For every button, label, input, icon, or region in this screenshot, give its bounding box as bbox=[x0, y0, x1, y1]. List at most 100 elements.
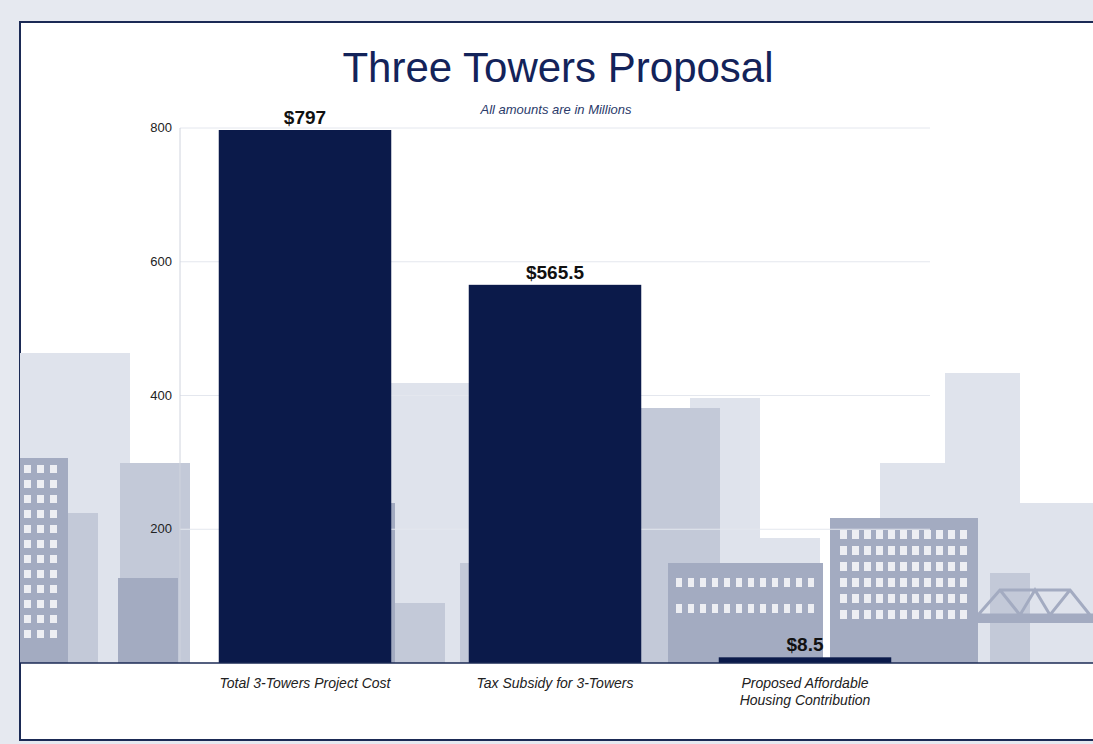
skyline-window bbox=[840, 530, 847, 539]
skyline-building bbox=[68, 513, 98, 663]
bar bbox=[719, 657, 892, 663]
skyline-window bbox=[888, 562, 895, 571]
skyline-window bbox=[784, 604, 790, 613]
skyline-window bbox=[912, 594, 919, 603]
skyline-window bbox=[50, 540, 57, 548]
skyline-window bbox=[736, 604, 742, 613]
skyline-window bbox=[50, 480, 57, 488]
skyline-window bbox=[960, 610, 967, 619]
skyline-building bbox=[20, 353, 130, 663]
skyline-window bbox=[712, 604, 718, 613]
x-tick-label-line: Proposed Affordable bbox=[741, 675, 868, 691]
skyline-window bbox=[37, 570, 44, 578]
skyline-window bbox=[936, 610, 943, 619]
skyline-window bbox=[948, 530, 955, 539]
skyline-building bbox=[830, 518, 978, 663]
skyline-building bbox=[395, 603, 445, 663]
skyline-window bbox=[912, 610, 919, 619]
skyline-window bbox=[852, 530, 859, 539]
skyline-window bbox=[948, 594, 955, 603]
skyline-window bbox=[724, 578, 730, 587]
skyline-window bbox=[840, 562, 847, 571]
skyline-window bbox=[688, 578, 694, 587]
skyline-window bbox=[876, 610, 883, 619]
bridge-truss bbox=[978, 590, 1093, 615]
skyline-window bbox=[912, 546, 919, 555]
skyline-window bbox=[948, 610, 955, 619]
skyline-window bbox=[37, 525, 44, 533]
skyline-window bbox=[24, 585, 31, 593]
skyline-window bbox=[24, 510, 31, 518]
y-axis-line bbox=[180, 128, 181, 663]
skyline-window bbox=[924, 610, 931, 619]
skyline-window bbox=[900, 562, 907, 571]
skyline-window bbox=[676, 604, 682, 613]
skyline-window bbox=[900, 546, 907, 555]
skyline-window bbox=[37, 585, 44, 593]
x-tick-label: Tax Subsidy for 3-Towers bbox=[477, 675, 634, 691]
skyline-window bbox=[736, 578, 742, 587]
skyline-window bbox=[900, 594, 907, 603]
skyline-window bbox=[24, 495, 31, 503]
skyline-window bbox=[50, 585, 57, 593]
skyline-window bbox=[37, 600, 44, 608]
skyline-window bbox=[772, 578, 778, 587]
y-tick-label: 800 bbox=[150, 120, 172, 135]
skyline-window bbox=[960, 578, 967, 587]
skyline-window bbox=[888, 530, 895, 539]
skyline-window bbox=[876, 546, 883, 555]
skyline-window bbox=[24, 465, 31, 473]
y-tick-label: 400 bbox=[150, 388, 172, 403]
skyline-window bbox=[748, 578, 754, 587]
skyline-window bbox=[924, 594, 931, 603]
skyline-window bbox=[864, 530, 871, 539]
skyline-window bbox=[772, 604, 778, 613]
skyline-bridge bbox=[978, 590, 1093, 623]
skyline-window bbox=[50, 600, 57, 608]
skyline-window bbox=[924, 562, 931, 571]
y-tick-label: 600 bbox=[150, 254, 172, 269]
skyline-window bbox=[852, 546, 859, 555]
skyline-window bbox=[37, 630, 44, 638]
skyline-window bbox=[37, 495, 44, 503]
skyline-window bbox=[24, 555, 31, 563]
skyline-window bbox=[808, 578, 814, 587]
skyline-window bbox=[888, 594, 895, 603]
skyline-window bbox=[796, 604, 802, 613]
skyline-window bbox=[864, 594, 871, 603]
skyline-window bbox=[876, 530, 883, 539]
skyline-window bbox=[24, 480, 31, 488]
skyline-window bbox=[808, 604, 814, 613]
skyline-window bbox=[37, 540, 44, 548]
skyline-window bbox=[900, 578, 907, 587]
skyline-window bbox=[724, 604, 730, 613]
skyline-window bbox=[688, 604, 694, 613]
skyline-window bbox=[864, 578, 871, 587]
skyline-window bbox=[864, 546, 871, 555]
skyline-window bbox=[936, 562, 943, 571]
chart-subtitle: All amounts are in Millions bbox=[479, 102, 632, 117]
x-axis-line bbox=[20, 662, 1093, 664]
skyline-window bbox=[912, 562, 919, 571]
skyline-window bbox=[900, 610, 907, 619]
skyline-window bbox=[50, 510, 57, 518]
bar bbox=[219, 130, 392, 663]
skyline-window bbox=[924, 546, 931, 555]
skyline-window bbox=[784, 578, 790, 587]
skyline-window bbox=[760, 578, 766, 587]
skyline-window bbox=[50, 465, 57, 473]
bridge-deck bbox=[978, 615, 1093, 623]
skyline-building bbox=[1020, 503, 1093, 663]
skyline-window bbox=[852, 594, 859, 603]
skyline-window bbox=[960, 594, 967, 603]
skyline-window bbox=[796, 578, 802, 587]
skyline-window bbox=[37, 555, 44, 563]
x-tick-label-line: Housing Contribution bbox=[740, 692, 871, 708]
skyline-window bbox=[900, 530, 907, 539]
skyline-window bbox=[760, 604, 766, 613]
skyline-window bbox=[676, 578, 682, 587]
skyline-window bbox=[748, 604, 754, 613]
skyline-window bbox=[924, 530, 931, 539]
chart-root: Three Towers ProposalAll amounts are in … bbox=[0, 0, 1093, 744]
skyline-window bbox=[912, 530, 919, 539]
